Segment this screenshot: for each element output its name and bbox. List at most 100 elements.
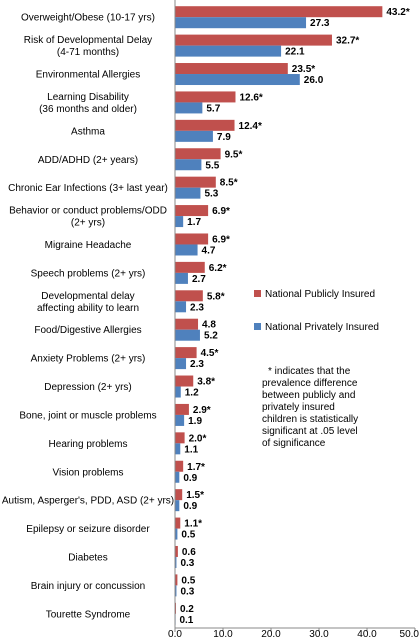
category-label-line: Food/Digestive Allergies bbox=[34, 325, 141, 336]
legend-label-public: National Publicly Insured bbox=[265, 289, 375, 300]
value-label-public: 12.4* bbox=[239, 121, 262, 132]
bar-private bbox=[175, 329, 200, 341]
bar-public bbox=[175, 375, 194, 387]
category-label: Food/Digestive Allergies bbox=[34, 325, 141, 336]
significance-note-line: children is statistically bbox=[262, 414, 358, 425]
value-label-public: 32.7* bbox=[336, 36, 359, 47]
bar-public bbox=[175, 347, 197, 359]
bar-public bbox=[175, 432, 185, 444]
category-label-line: ADD/ADHD (2+ years) bbox=[38, 155, 138, 166]
value-label-private: 0.3 bbox=[180, 586, 194, 597]
value-label-public: 12.6* bbox=[239, 92, 262, 103]
value-label-public: 0.6 bbox=[182, 547, 196, 558]
value-label-public: 2.0* bbox=[189, 433, 207, 444]
category-label: Speech problems (2+ yrs) bbox=[31, 268, 146, 279]
legend-swatch-private bbox=[254, 323, 261, 330]
category-label-line: Autism, Asperger's, PDD, ASD (2+ yrs) bbox=[2, 496, 174, 507]
category-label-line: Migraine Headache bbox=[45, 240, 132, 251]
category-label-line: Depression (2+ yrs) bbox=[44, 382, 132, 393]
category-label-line: Developmental delay bbox=[41, 291, 134, 302]
category-label: Overweight/Obese (10-17 yrs) bbox=[21, 13, 155, 24]
category-label: Vision problems bbox=[53, 467, 124, 478]
category-label: Autism, Asperger's, PDD, ASD (2+ yrs) bbox=[2, 496, 174, 507]
bar-private bbox=[175, 187, 201, 199]
x-tick-label: 30.0 bbox=[309, 629, 329, 638]
category-label: Chronic Ear Infections (3+ last year) bbox=[8, 183, 168, 194]
x-axis-ticks: 0.0 10.0 20.0 30.0 40.0 50.0 bbox=[168, 628, 419, 638]
bar-public bbox=[175, 517, 181, 529]
x-tick-label: 0.0 bbox=[168, 629, 182, 638]
value-label-private: 2.3 bbox=[190, 302, 204, 313]
bar-public bbox=[175, 119, 235, 131]
bar-private bbox=[175, 585, 177, 597]
value-label-private: 5.3 bbox=[204, 189, 218, 200]
category-label-line: (2+ yrs) bbox=[71, 218, 105, 229]
category-label-line: Bone, joint or muscle problems bbox=[19, 410, 156, 421]
value-label-private: 7.9 bbox=[217, 132, 231, 143]
bar-public bbox=[175, 176, 216, 188]
category-label-line: Risk of Developmental Delay bbox=[24, 35, 152, 46]
bar-private bbox=[175, 45, 282, 57]
value-label-public: 8.5* bbox=[220, 178, 238, 189]
significance-note-line: of significance bbox=[262, 438, 326, 449]
bar-public bbox=[175, 261, 205, 273]
value-label-private: 4.7 bbox=[202, 245, 216, 256]
x-tick-label: 10.0 bbox=[213, 629, 233, 638]
bar-public bbox=[175, 574, 178, 586]
category-label: Hearing problems bbox=[49, 439, 128, 450]
bar-public bbox=[175, 403, 189, 415]
category-label-line: Brain injury or concussion bbox=[31, 581, 146, 592]
category-label: Migraine Headache bbox=[45, 240, 132, 251]
bar-public bbox=[175, 545, 178, 557]
legend: National Publicly Insured National Priva… bbox=[254, 289, 379, 333]
significance-note-line: * indicates that the bbox=[268, 366, 351, 377]
category-label-line: Asthma bbox=[71, 126, 105, 137]
bar-public bbox=[175, 91, 236, 103]
bar-public bbox=[175, 63, 288, 75]
category-label-line: affecting ability to learn bbox=[37, 303, 139, 314]
value-label-public: 6.2* bbox=[209, 263, 227, 274]
bar-private bbox=[175, 272, 188, 284]
bar-private bbox=[175, 358, 187, 370]
category-label: Learning Disability (36 months and older) bbox=[39, 92, 137, 115]
category-label-line: Environmental Allergies bbox=[36, 70, 141, 81]
x-tick-label: 40.0 bbox=[357, 629, 377, 638]
bar-private bbox=[175, 130, 213, 142]
bar-public bbox=[175, 460, 184, 472]
value-label-private: 5.7 bbox=[206, 103, 220, 114]
value-label-private: 0.5 bbox=[181, 530, 195, 541]
significance-note: * indicates that the prevalence differenc… bbox=[262, 366, 358, 449]
bar-private bbox=[175, 443, 181, 455]
category-label-line: Overweight/Obese (10-17 yrs) bbox=[21, 13, 155, 24]
category-label: Depression (2+ yrs) bbox=[44, 382, 132, 393]
category-label-line: Speech problems (2+ yrs) bbox=[31, 268, 146, 279]
category-label-line: Epilepsy or seizure disorder bbox=[26, 524, 150, 535]
value-label-public: 1.5* bbox=[186, 490, 204, 501]
category-label-line: Tourette Syndrome bbox=[46, 609, 131, 620]
bar-public bbox=[175, 489, 183, 501]
value-label-private: 1.7 bbox=[187, 217, 201, 228]
value-labels-layer: 43.2* 27.3 32.7* 22.1 23.5*26.0 12.6* 5.7 12.4*… bbox=[179, 7, 409, 626]
bar-private bbox=[175, 159, 202, 171]
significance-note-line: privately insured bbox=[262, 402, 335, 413]
category-label: Asthma bbox=[71, 126, 105, 137]
category-label-line: Anxiety Problems (2+ yrs) bbox=[31, 354, 146, 365]
value-label-public: 43.2* bbox=[386, 7, 409, 18]
value-label-public: 6.9* bbox=[212, 234, 230, 245]
value-label-public: 0.5 bbox=[181, 575, 195, 586]
bar-private bbox=[175, 244, 198, 256]
value-label-private: 1.1 bbox=[184, 444, 198, 455]
category-label: Bone, joint or muscle problems bbox=[19, 410, 156, 421]
significance-note-line: between publicly and bbox=[262, 390, 355, 401]
value-label-private: 2.3 bbox=[190, 359, 204, 370]
bar-public bbox=[175, 290, 203, 302]
value-label-public: 2.9* bbox=[193, 405, 211, 416]
legend-label-private: National Privately Insured bbox=[265, 322, 379, 333]
category-label: Epilepsy or seizure disorder bbox=[26, 524, 150, 535]
bar-public bbox=[175, 318, 199, 330]
category-label: Diabetes bbox=[68, 552, 107, 563]
category-label: Anxiety Problems (2+ yrs) bbox=[31, 354, 146, 365]
value-label-public: 4.8 bbox=[202, 320, 216, 331]
category-label-line: (4-71 months) bbox=[57, 47, 119, 58]
bar-public bbox=[175, 6, 383, 18]
